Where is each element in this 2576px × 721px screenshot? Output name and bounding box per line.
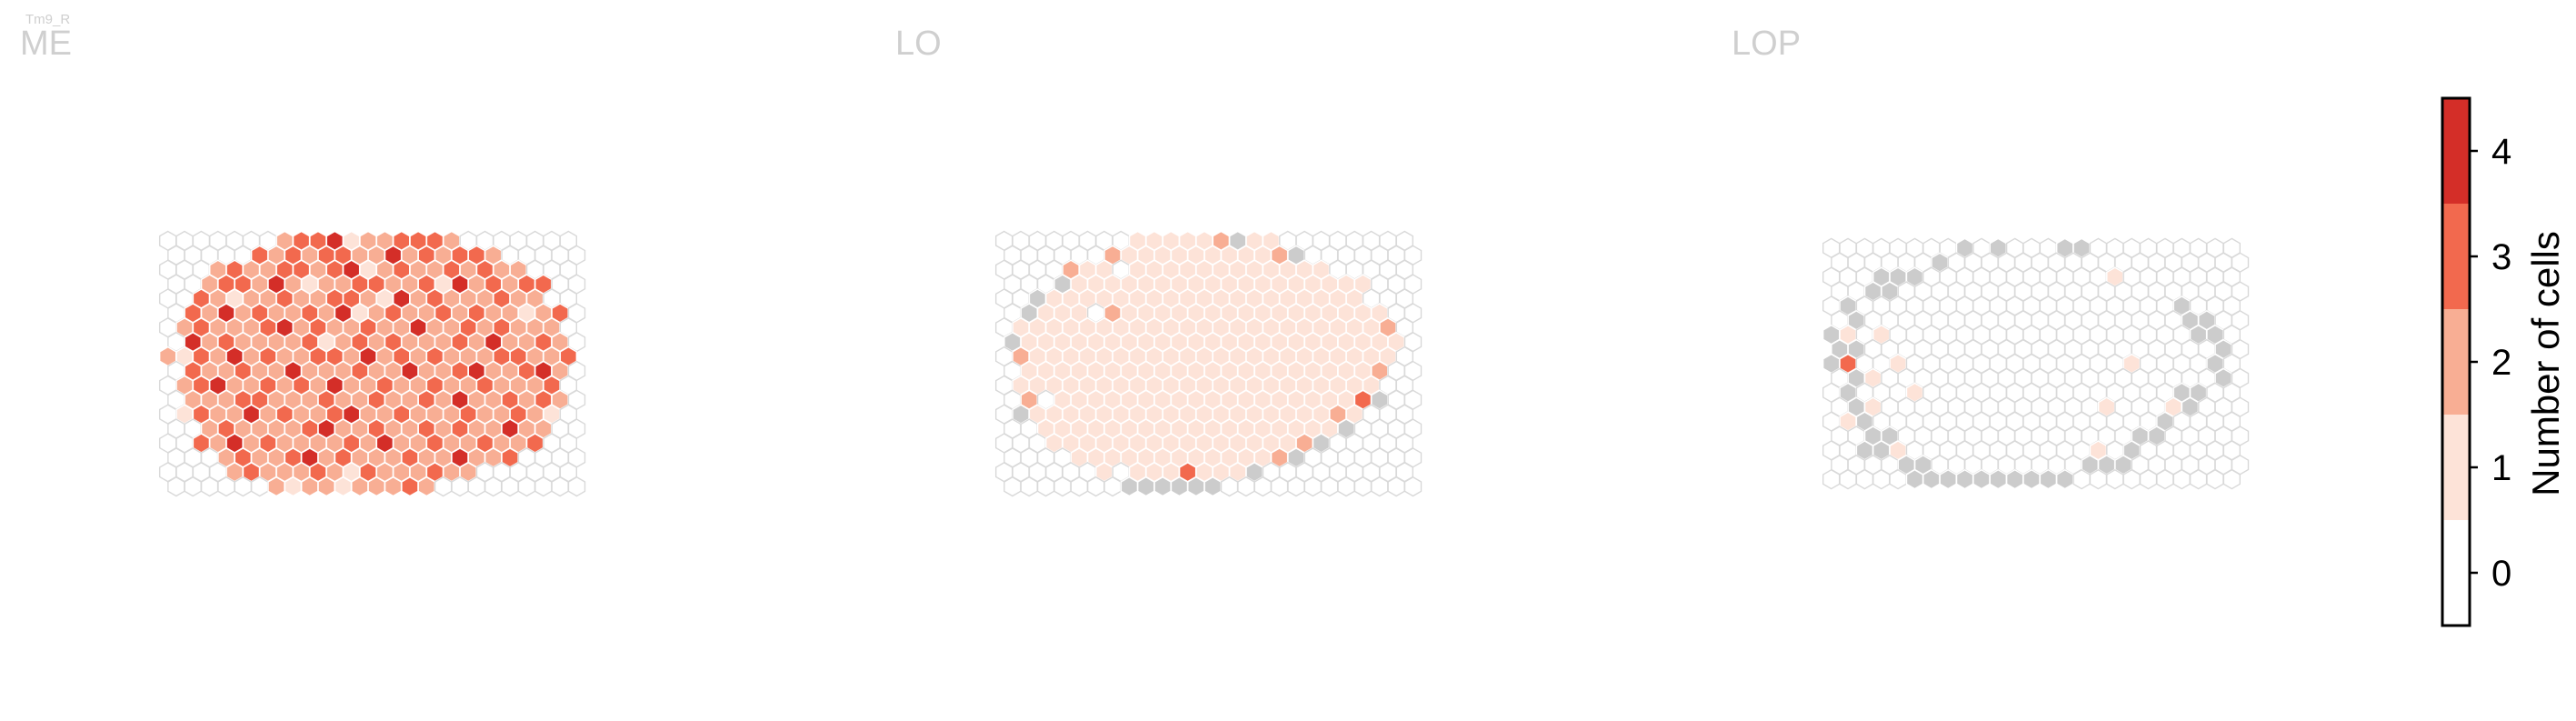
hex-cell [367, 476, 385, 497]
hex-cell [2172, 469, 2191, 490]
hex-cell [1053, 476, 1072, 497]
hex-cell [1889, 469, 1907, 490]
hex-cell [250, 476, 269, 497]
hex-cell [2056, 469, 2074, 490]
hex-cell [1353, 476, 1373, 497]
hex-cell [1855, 469, 1874, 490]
hex-cell [1203, 476, 1222, 497]
colorbar-label: Number of cells [2524, 231, 2567, 496]
hex-cell [1103, 476, 1122, 497]
hex-cell [2189, 469, 2208, 490]
hex-cell [351, 476, 369, 497]
hex-cell [1337, 476, 1355, 497]
hex-cell [401, 476, 419, 497]
colorbar-segment [2442, 415, 2470, 520]
hex-cell [451, 476, 469, 497]
colorbar-segment [2442, 520, 2470, 626]
hex-cell [2089, 469, 2108, 490]
colorbar-segment [2442, 204, 2470, 309]
hex-cell [334, 476, 353, 497]
hex-cell [1371, 476, 1389, 497]
hex-cell [1187, 476, 1205, 497]
hex-cell [417, 476, 435, 497]
hex-cell [2005, 469, 2024, 490]
hex-cell [2122, 469, 2141, 490]
hex-cell [467, 476, 486, 497]
hex-cell [1955, 469, 1974, 490]
hex-cell [1020, 476, 1038, 497]
hex-cell [534, 476, 553, 497]
hex-cell [234, 476, 252, 497]
colorbar-tick-label: 1 [2491, 448, 2511, 488]
hex-cell [1287, 476, 1305, 497]
hex-cell [1220, 476, 1239, 497]
hex-cell [1839, 469, 1857, 490]
hex-cell [567, 476, 586, 497]
panel-title-me: ME [20, 25, 72, 63]
panel-me-hexmap [158, 230, 586, 497]
hex-cell [384, 476, 403, 497]
hex-cell [2139, 469, 2158, 490]
hex-cell [1137, 476, 1155, 497]
hex-cell [284, 476, 303, 497]
hex-cell [1989, 469, 2007, 490]
hex-cell [1972, 469, 1991, 490]
colorbar-tick-label: 2 [2491, 343, 2511, 383]
hex-cell [167, 476, 185, 497]
hex-cell [1320, 476, 1339, 497]
hex-cell [1036, 476, 1055, 497]
colorbar: 0 1 2 3 4 [2441, 96, 2511, 627]
hex-cell [1303, 476, 1323, 497]
cell-type-label: Tm9_R [25, 12, 70, 27]
panel-lo-hexmap [994, 230, 1423, 497]
hex-cell [1270, 476, 1289, 497]
hex-cell [200, 476, 219, 497]
hex-cell [1922, 469, 1941, 490]
hex-cell [1403, 476, 1423, 497]
hex-cell [517, 476, 536, 497]
panel-title-lop: LOP [1732, 25, 1801, 63]
hex-cell [301, 476, 319, 497]
hex-cell [2072, 469, 2091, 490]
hex-cell [1387, 476, 1405, 497]
hex-cell [1086, 476, 1105, 497]
colorbar-tick-label: 3 [2491, 237, 2511, 277]
hex-cell [1905, 469, 1924, 490]
hex-cell [484, 476, 503, 497]
hex-cell [2106, 469, 2124, 490]
panel-lop-hexmap [1822, 237, 2250, 490]
hex-cell [2039, 469, 2058, 490]
panel-title-lo: LO [895, 25, 942, 63]
hex-cell [1070, 476, 1089, 497]
hex-cell [551, 476, 569, 497]
colorbar-tick-label: 0 [2491, 554, 2511, 594]
hex-cell [2222, 469, 2242, 490]
hex-cell [267, 476, 285, 497]
hex-cell [1939, 469, 1957, 490]
hex-cell [1822, 469, 1841, 490]
hex-cell [2156, 469, 2174, 490]
hex-cell [1237, 476, 1255, 497]
hex-cell [434, 476, 453, 497]
hex-cell [1170, 476, 1189, 497]
hex-cell [1253, 476, 1272, 497]
colorbar-segment [2442, 309, 2470, 415]
hex-cell [1003, 476, 1022, 497]
colorbar-segment [2442, 98, 2470, 204]
colorbar-tick-label: 4 [2491, 132, 2511, 172]
hex-cell [1153, 476, 1172, 497]
hex-cell [1120, 476, 1139, 497]
hex-cell [1872, 469, 1891, 490]
hex-cell [2206, 469, 2224, 490]
hex-cell [501, 476, 519, 497]
hex-cell [184, 476, 202, 497]
hex-cell [2022, 469, 2041, 490]
hex-cell [217, 476, 235, 497]
hex-cell [317, 476, 335, 497]
